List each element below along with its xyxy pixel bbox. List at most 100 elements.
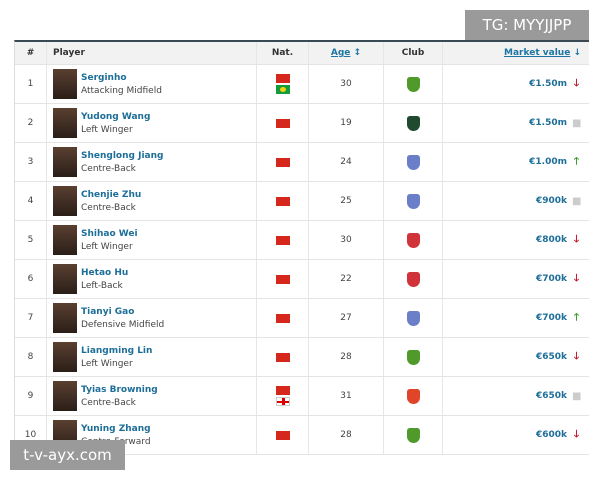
trend-same-icon: ■ [572,390,582,402]
rank: 5 [15,221,47,259]
flag-china-icon [275,386,290,395]
flag-china-icon [275,313,290,323]
trend-down-icon: 🡓 [573,350,580,362]
trend-same-icon: ■ [572,117,582,129]
player-position: Left Winger [81,358,133,369]
market-value-link[interactable]: €650k [535,391,567,401]
player-name-link[interactable]: Yudong Wang [81,111,151,122]
trend-same-icon: ■ [572,195,582,207]
col-value-sort[interactable]: Market value ↓ [443,42,589,64]
club-badge-icon[interactable] [406,154,420,170]
market-value-link[interactable]: €900k [535,196,567,206]
rank: 10 [15,416,47,454]
age: 19 [309,104,384,142]
age: 30 [309,221,384,259]
trend-up-icon: 🡑 [573,155,580,167]
nationality [257,260,309,298]
rank: 7 [15,299,47,337]
age: 24 [309,143,384,181]
player-name-link[interactable]: Hetao Hu [81,267,129,278]
age: 28 [309,338,384,376]
player-photo [53,186,77,216]
market-value-link[interactable]: €700k [535,313,567,323]
market-value-link[interactable]: €650k [535,352,567,362]
club-badge-icon[interactable] [406,193,420,209]
rank: 4 [15,182,47,220]
table-row: 9 Tyias Browning Centre-Back 31 €650k ■ [15,377,589,416]
nationality [257,377,309,415]
watermark-bottom: t-v-ayx.com [10,440,125,470]
col-player: Player [47,42,257,64]
player-name-link[interactable]: Shenglong Jiang [81,150,164,161]
flag-brazil-icon [275,85,290,94]
age-sort-link[interactable]: Age [330,48,351,58]
age: 27 [309,299,384,337]
rank: 1 [15,65,47,103]
trend-down-icon: 🡓 [573,272,580,284]
flag-china-icon [275,235,290,245]
market-value-link[interactable]: €1.00m [529,157,567,167]
nationality [257,221,309,259]
player-photo [53,147,77,177]
market-value-link[interactable]: €1.50m [529,118,567,128]
flag-china-icon [275,157,290,167]
player-name-link[interactable]: Tianyi Gao [81,306,135,317]
player-name-link[interactable]: Shihao Wei [81,228,138,239]
club-badge-icon[interactable] [406,349,420,365]
trend-up-icon: 🡑 [573,311,580,323]
player-name-link[interactable]: Serginho [81,72,127,83]
market-value-link[interactable]: €1.50m [529,79,567,89]
col-nat: Nat. [257,42,309,64]
rank: 3 [15,143,47,181]
club-badge-icon[interactable] [406,310,420,326]
player-position: Attacking Midfield [81,85,162,96]
table-row: 8 Liangming Lin Left Winger 28 €650k 🡓 [15,338,589,377]
table-row: 7 Tianyi Gao Defensive Midfield 27 €700k 🡑 [15,299,589,338]
club-badge-icon[interactable] [406,388,420,404]
player-photo [53,303,77,333]
player-name-link[interactable]: Yuning Zhang [81,423,151,434]
table-row: 4 Chenjie Zhu Centre-Back 25 €900k ■ [15,182,589,221]
rank: 6 [15,260,47,298]
trend-down-icon: 🡓 [573,428,580,440]
trend-down-icon: 🡓 [573,77,580,89]
nationality [257,182,309,220]
nationality [257,104,309,142]
club-badge-icon[interactable] [406,76,420,92]
market-value-link[interactable]: €700k [535,274,567,284]
nationality [257,65,309,103]
player-name-link[interactable]: Liangming Lin [81,345,153,356]
player-name-link[interactable]: Tyias Browning [81,384,158,395]
table-row: 2 Yudong Wang Left Winger 19 €1.50m ■ [15,104,589,143]
player-position: Left Winger [81,124,133,135]
market-value-link[interactable]: €800k [535,235,567,245]
nationality [257,338,309,376]
col-age-sort[interactable]: Age ↕ [309,42,384,64]
age: 22 [309,260,384,298]
club-badge-icon[interactable] [406,427,420,443]
rank: 8 [15,338,47,376]
watermark-top: TG: MYYJJPP [465,10,589,40]
age: 25 [309,182,384,220]
player-name-link[interactable]: Chenjie Zhu [81,189,142,200]
flag-china-icon [275,352,290,362]
club-badge-icon[interactable] [406,115,420,131]
player-position: Centre-Back [81,202,136,213]
col-club: Club [384,42,443,64]
flag-china-icon [275,274,290,284]
table-header: # Player Nat. Age ↕ Club Market value ↓ [15,42,589,65]
age: 30 [309,65,384,103]
nationality [257,416,309,454]
value-sort-link[interactable]: Market value [504,48,571,58]
player-photo [53,69,77,99]
player-photo [53,342,77,372]
club-badge-icon[interactable] [406,232,420,248]
player-position: Defensive Midfield [81,319,165,330]
player-position: Left-Back [81,280,123,291]
market-value-link[interactable]: €600k [535,430,567,440]
flag-china-icon [275,74,290,83]
table-row: 5 Shihao Wei Left Winger 30 €800k 🡓 [15,221,589,260]
player-position: Centre-Back [81,163,136,174]
sort-desc-icon: ↓ [570,48,581,58]
club-badge-icon[interactable] [406,271,420,287]
